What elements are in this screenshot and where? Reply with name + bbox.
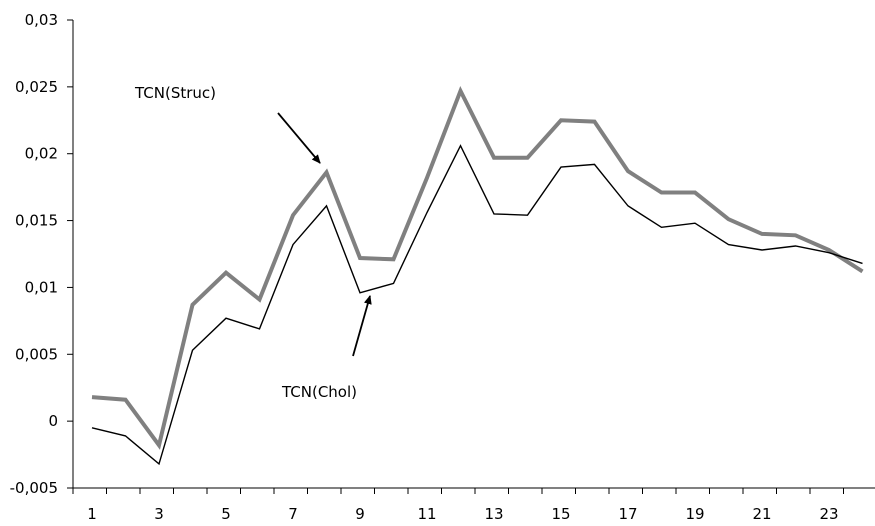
annotation-label-struc: TCN(Struc) [134, 84, 216, 102]
annotations: TCN(Struc) TCN(Chol) [134, 84, 372, 401]
x-tick-label: 21 [752, 505, 771, 523]
x-tick-label: 23 [819, 505, 838, 523]
x-tick-label: 7 [288, 505, 298, 523]
x-tick-label: 9 [355, 505, 365, 523]
y-tick-label: 0 [48, 412, 58, 430]
series-line-chol [91, 144, 863, 466]
y-tick-label: 0,02 [25, 145, 58, 163]
x-tick-label: 13 [484, 505, 503, 523]
series-lines [91, 85, 864, 466]
x-tick-label: 5 [221, 505, 231, 523]
y-tick-label: -0,005 [10, 479, 58, 497]
y-tick-label: 0,01 [25, 278, 58, 296]
x-tick-label: 3 [154, 505, 164, 523]
x-tick-label: 1 [87, 505, 97, 523]
y-tick-label: 0,025 [15, 78, 58, 96]
y-tick-label: 0,015 [15, 212, 58, 230]
y-tick-label: 0,005 [15, 345, 58, 363]
x-tick-label: 11 [417, 505, 436, 523]
x-tick-label: 19 [685, 505, 704, 523]
x-tick-label: 17 [618, 505, 637, 523]
series-line-struc [91, 85, 864, 450]
y-axis-ticks: -0,005 0 0,005 0,01 0,015 0,02 0,025 0,03 [10, 11, 73, 497]
annotation-arrow-chol [352, 295, 372, 357]
y-tick-label: 0,03 [25, 11, 58, 29]
annotation-label-chol: TCN(Chol) [281, 383, 357, 401]
annotation-arrow-struc [277, 112, 321, 164]
x-tick-label: 15 [551, 505, 570, 523]
x-axis-ticks: 1 3 5 7 9 11 13 15 17 19 21 23 [72, 488, 844, 523]
